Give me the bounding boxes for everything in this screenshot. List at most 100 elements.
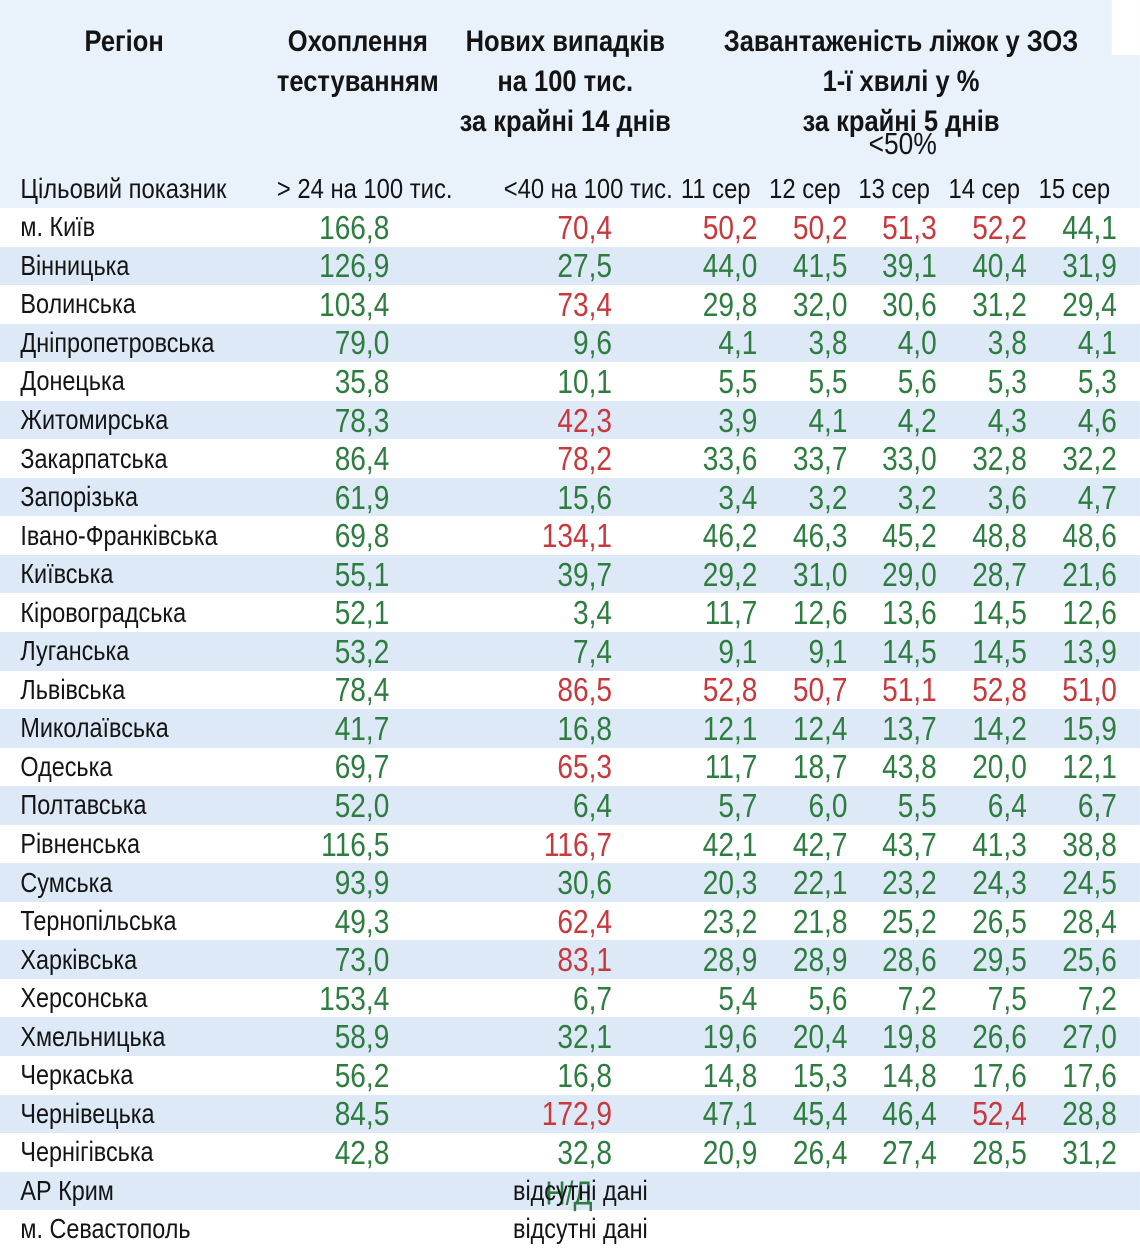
column-header-cases-line1: Нових випадків	[465, 25, 665, 58]
beds-value-cell-day1: 14,8	[702, 1056, 758, 1094]
beds-value-cell-day4: 24,3	[972, 864, 1027, 902]
beds-value-cell-day3: 51,3	[882, 208, 937, 246]
testing-value-cell: 53,2	[334, 632, 390, 670]
beds-value-cell-day3: 45,2	[882, 517, 937, 555]
beds-value-cell-day4: 52,8	[972, 671, 1027, 709]
beds-value-cell-day1: 3,4	[718, 478, 758, 516]
testing-value-cell: 153,4	[319, 979, 390, 1017]
table-row: Херсонська 153,4 6,7 5,4 5,6 7,2 7,5 7,2	[0, 978, 1140, 1018]
beds-value-cell-day2: 28,9	[792, 941, 848, 979]
region-cell: Миколаївська	[20, 712, 169, 744]
beds-value-cell-day3: 3,2	[897, 478, 937, 516]
cases-value-cell: 73,4	[557, 285, 612, 323]
beds-value-cell-day1: 23,2	[702, 902, 758, 940]
target-row-label: Цільовий показник	[20, 173, 227, 204]
beds-value-cell-day2: 5,5	[808, 362, 848, 400]
testing-value-cell: 69,8	[334, 517, 390, 555]
beds-value-cell-day2: 50,7	[792, 671, 848, 709]
beds-value-cell-day5: 44,1	[1062, 208, 1117, 246]
beds-value-cell-day5: 32,2	[1062, 440, 1117, 478]
beds-value-cell-day5: 6,7	[1077, 786, 1117, 824]
column-header-beds-line2: 1-ї хвилі у %	[822, 65, 980, 98]
beds-value-cell-day3: 5,5	[897, 786, 937, 824]
cases-value-cell: 9,6	[573, 324, 612, 362]
table-row: АР Крим Н/Д відсутні дані	[0, 1171, 1140, 1211]
target-cases-threshold: <40 на 100 тис.	[503, 173, 673, 204]
beds-value-cell-day2: 18,7	[792, 748, 848, 786]
beds-value-cell-day1: 5,4	[718, 979, 758, 1017]
testing-value-cell: 79,0	[334, 324, 390, 362]
region-cell: Полтавська	[20, 789, 147, 821]
beds-value-cell-day2: 32,0	[792, 285, 848, 323]
beds-value-cell-day4: 41,3	[972, 825, 1027, 863]
column-header-testing-line2: тестуванням	[276, 65, 439, 98]
date-header-12-aug: 12 сер	[769, 173, 841, 204]
cases-value-cell: 32,1	[557, 1018, 612, 1056]
beds-value-cell-day2: 45,4	[792, 1095, 848, 1133]
beds-value-cell-day4: 28,5	[972, 1133, 1027, 1171]
beds-value-cell-day3: 29,0	[882, 555, 937, 593]
table-row: Тернопільська 49,3 62,4 23,2 21,8 25,2 26,5 28,…	[0, 901, 1140, 941]
beds-value-cell-day5: 4,1	[1077, 324, 1117, 362]
beds-value-cell-day5: 28,8	[1062, 1095, 1117, 1133]
testing-value-cell: 116,5	[321, 825, 390, 863]
table-row: Хмельницька 58,9 32,1 19,6 20,4 19,8 26,6 27,0	[0, 1017, 1140, 1057]
beds-value-cell-day2: 22,1	[792, 864, 848, 902]
table-row: Харківська 73,0 83,1 28,9 28,9 28,6 29,5 25,6	[0, 940, 1140, 979]
region-cell: Запорізька	[20, 481, 139, 513]
testing-value-cell: 41,7	[334, 709, 390, 747]
region-cell: Житомирська	[20, 404, 169, 435]
beds-value-cell-day2: 6,0	[808, 786, 848, 824]
beds-value-cell-day1: 4,1	[718, 324, 758, 362]
table-row: Вінницька 126,9 27,5 44,0 41,5 39,1 40,4 31,9	[0, 246, 1140, 286]
beds-value-cell-day1: 3,9	[718, 401, 758, 439]
cases-value-cell: 116,7	[543, 825, 612, 863]
cases-value-cell: 16,8	[557, 709, 612, 747]
beds-value-cell-day4: 14,5	[972, 632, 1027, 670]
cases-value-cell: 3,4	[573, 594, 612, 632]
table-row: Одеська 69,7 65,3 11,7 18,7 43,8 20,0 12,1	[0, 747, 1140, 787]
table-row: Рівненська 116,5 116,7 42,1 42,7 43,7 41,3 38,8	[0, 824, 1140, 864]
beds-value-cell-day1: 52,8	[702, 671, 758, 709]
date-header-15-aug: 15 сер	[1038, 173, 1111, 204]
beds-value-cell-day4: 6,4	[987, 786, 1027, 824]
cases-value-cell: 172,9	[541, 1095, 612, 1133]
beds-value-cell-day4: 52,4	[972, 1095, 1027, 1133]
table-row: Луганська 53,2 7,4 9,1 9,1 14,5 14,5 13,9	[0, 632, 1140, 671]
region-cell: Черкаська	[20, 1059, 134, 1091]
testing-value-cell: 103,4	[319, 285, 390, 323]
testing-value-cell: 86,4	[334, 440, 390, 478]
cases-value-cell: 86,5	[557, 671, 612, 709]
beds-value-cell-day5: 51,0	[1062, 671, 1117, 709]
beds-value-cell-day4: 5,3	[987, 362, 1027, 400]
beds-value-cell-day2: 33,7	[792, 440, 848, 478]
beds-value-cell-day5: 27,0	[1062, 1018, 1117, 1056]
beds-value-cell-day5: 7,2	[1077, 979, 1117, 1017]
cases-value-cell: 32,8	[557, 1133, 612, 1171]
region-cell: Херсонська	[20, 982, 148, 1014]
region-cell: Чернігівська	[20, 1136, 154, 1168]
beds-value-cell-day1: 12,1	[702, 709, 758, 747]
beds-value-cell-day2: 26,4	[792, 1133, 848, 1171]
beds-value-cell-day5: 5,3	[1077, 362, 1117, 400]
beds-value-cell-day1: 5,7	[718, 786, 758, 824]
testing-value-cell: 35,8	[334, 362, 390, 400]
beds-value-cell-day1: 11,7	[704, 748, 758, 786]
beds-value-cell-day3: 4,0	[897, 324, 937, 362]
beds-value-cell-day4: 26,6	[972, 1018, 1027, 1056]
date-header-14-aug: 14 сер	[948, 173, 1020, 204]
beds-value-cell-day3: 46,4	[882, 1095, 937, 1133]
beds-value-cell-day5: 21,6	[1062, 555, 1117, 593]
beds-value-cell-day3: 39,1	[882, 247, 937, 285]
table-row: Закарпатська 86,4 78,2 33,6 33,7 33,0 32,8 32,2	[0, 439, 1140, 478]
beds-value-cell-day3: 5,6	[897, 362, 937, 400]
testing-value-cell: 78,4	[334, 671, 390, 709]
table-row: Волинська 103,4 73,4 29,8 32,0 30,6 31,2 29,4	[0, 285, 1140, 324]
beds-value-cell-day3: 28,6	[882, 941, 937, 979]
region-cell: Сумська	[20, 866, 113, 898]
cases-value-cell: 70,4	[557, 208, 612, 246]
beds-value-cell-day2: 42,7	[792, 825, 848, 863]
region-cell: Волинська	[20, 288, 136, 320]
region-cell: Рівненська	[20, 828, 141, 860]
region-cell: Донецька	[20, 365, 125, 397]
